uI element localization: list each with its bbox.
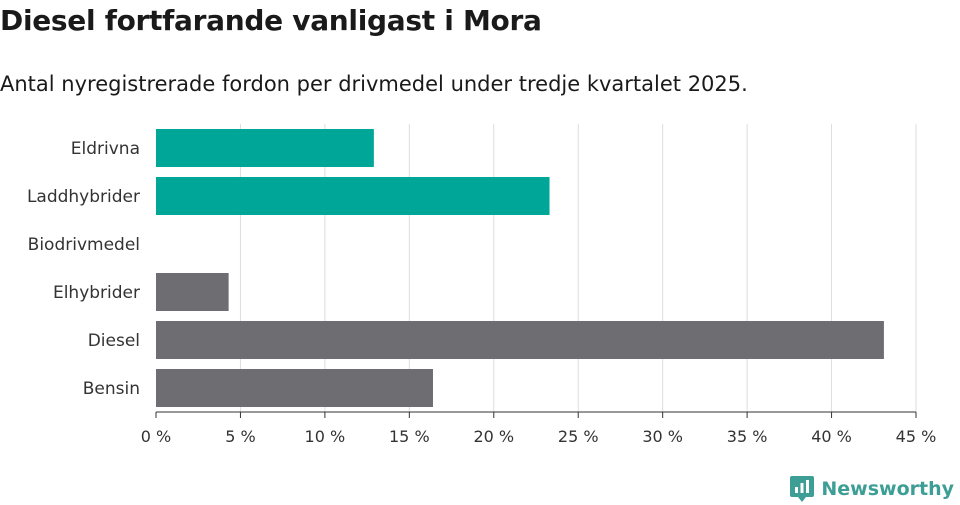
- bar-elhybrider[interactable]: [156, 273, 229, 311]
- newsworthy-icon: [790, 476, 815, 502]
- chart-subtitle: Antal nyregistrerade fordon per drivmede…: [0, 72, 748, 96]
- bar-bensin[interactable]: [156, 369, 433, 407]
- newsworthy-logo[interactable]: Newsworthy: [789, 474, 954, 504]
- category-label: Biodrivmedel: [28, 235, 140, 255]
- x-tick-label: 20 %: [473, 427, 514, 446]
- chart-title: Diesel fortfarande vanligast i Mora: [0, 4, 542, 37]
- x-tick-label: 0 %: [141, 427, 171, 446]
- x-tick-label: 45 %: [896, 427, 937, 446]
- brand-name: Newsworthy: [821, 478, 954, 500]
- x-tick-label: 30 %: [642, 427, 683, 446]
- x-tick-label: 15 %: [389, 427, 430, 446]
- x-tick-label: 35 %: [727, 427, 768, 446]
- category-label: Laddhybrider: [27, 187, 140, 207]
- bar-chart: Eldrivna Laddhybrider Biodrivmedel Elhybrid…: [27, 124, 937, 446]
- category-label: Diesel: [88, 331, 140, 351]
- category-label: Eldrivna: [71, 139, 140, 159]
- x-tick-label: 40 %: [811, 427, 852, 446]
- x-tick-label: 25 %: [558, 427, 599, 446]
- x-tick-label: 10 %: [305, 427, 346, 446]
- bar-diesel[interactable]: [156, 321, 884, 359]
- bar-laddhybrider[interactable]: [156, 177, 550, 215]
- x-tick-label: 5 %: [225, 427, 255, 446]
- category-label: Bensin: [83, 379, 140, 399]
- bar-eldrivna[interactable]: [156, 129, 374, 167]
- category-label: Elhybrider: [53, 283, 140, 303]
